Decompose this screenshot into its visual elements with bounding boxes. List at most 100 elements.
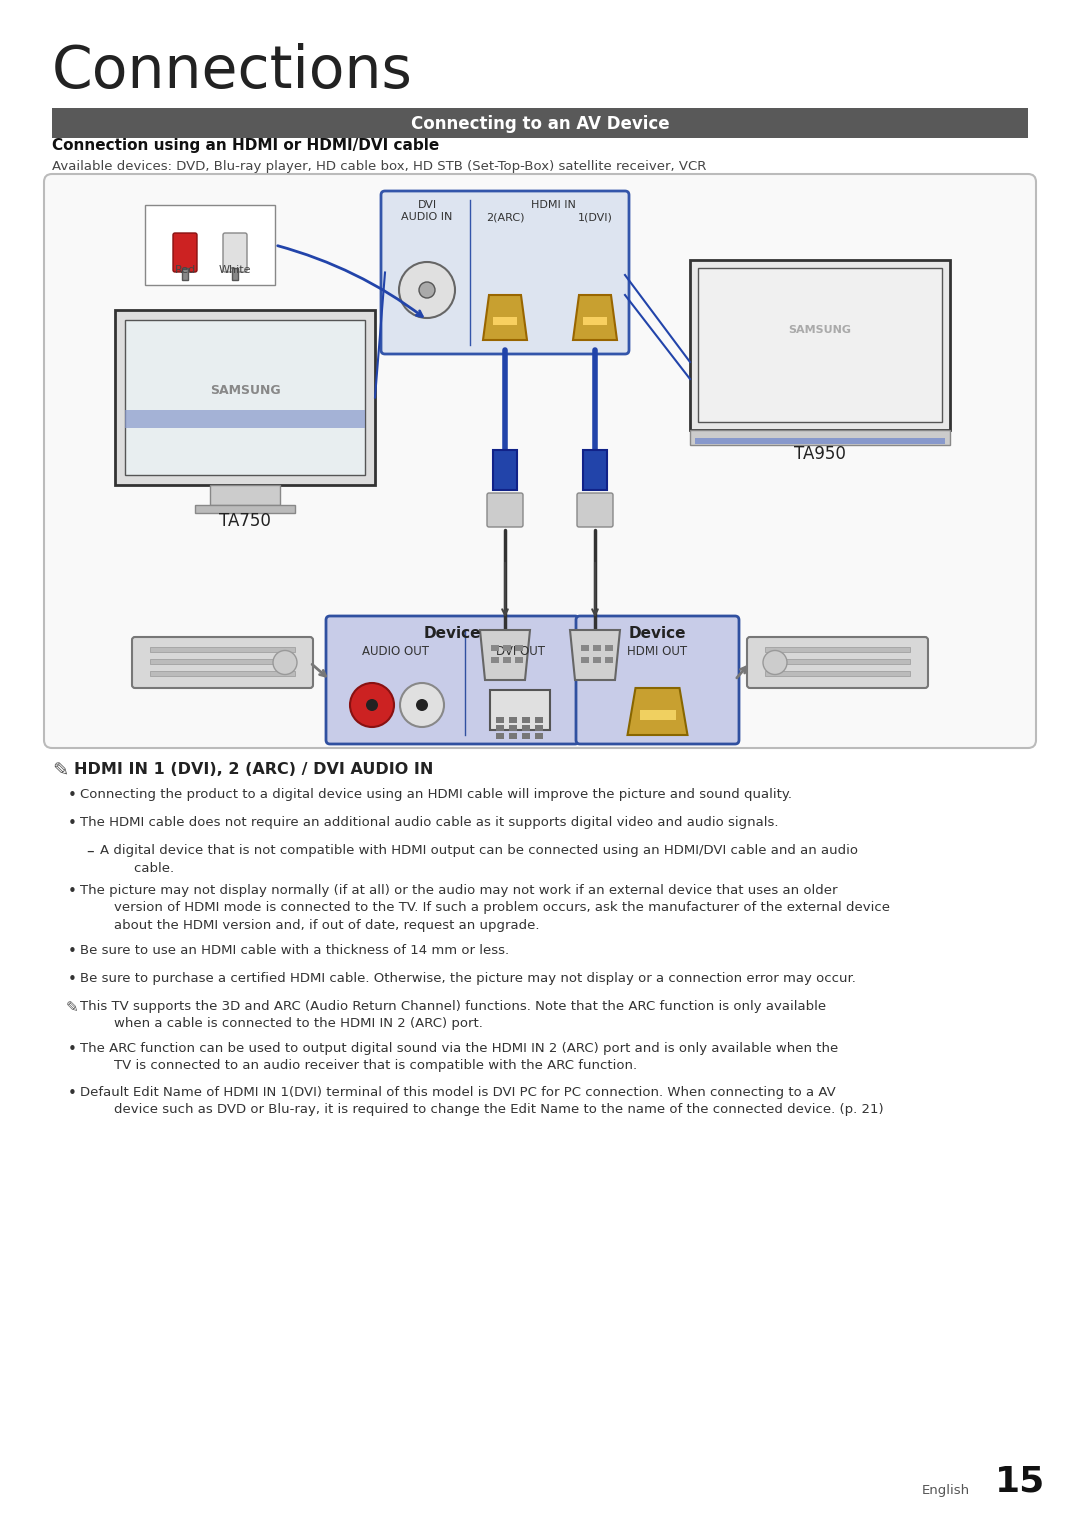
- Text: SAMSUNG: SAMSUNG: [210, 383, 281, 396]
- Text: TA750: TA750: [219, 512, 271, 530]
- Text: SAMSUNG: SAMSUNG: [788, 325, 851, 336]
- Bar: [145, 205, 275, 286]
- FancyBboxPatch shape: [173, 232, 197, 272]
- Text: AUDIO OUT: AUDIO OUT: [362, 646, 429, 658]
- Bar: [535, 734, 543, 740]
- Text: TA950: TA950: [794, 445, 846, 463]
- Text: HDMI IN 1 (DVI), 2 (ARC) / DVI AUDIO IN: HDMI IN 1 (DVI), 2 (ARC) / DVI AUDIO IN: [75, 763, 433, 778]
- FancyBboxPatch shape: [577, 494, 613, 527]
- Text: Device: Device: [423, 626, 482, 641]
- Bar: [515, 658, 523, 662]
- Bar: [114, 310, 375, 485]
- Text: Connections: Connections: [52, 43, 413, 100]
- Bar: [698, 267, 942, 422]
- FancyBboxPatch shape: [747, 636, 928, 688]
- Text: ✎: ✎: [66, 1000, 79, 1015]
- Polygon shape: [570, 630, 620, 681]
- Text: AUDIO IN: AUDIO IN: [402, 213, 453, 222]
- Bar: [492, 317, 517, 325]
- Bar: [509, 725, 517, 731]
- Polygon shape: [573, 295, 617, 340]
- Circle shape: [399, 261, 455, 317]
- Text: Default Edit Name of HDMI IN 1(DVI) terminal of this model is DVI PC for PC conn: Default Edit Name of HDMI IN 1(DVI) term…: [80, 1086, 883, 1116]
- Polygon shape: [483, 295, 527, 340]
- Bar: [690, 430, 950, 445]
- Bar: [522, 725, 530, 731]
- Text: •: •: [68, 943, 77, 958]
- Bar: [496, 734, 504, 740]
- Circle shape: [400, 684, 444, 728]
- Bar: [490, 690, 550, 731]
- FancyBboxPatch shape: [44, 175, 1036, 747]
- Polygon shape: [480, 630, 530, 681]
- Circle shape: [762, 650, 787, 674]
- FancyBboxPatch shape: [487, 494, 523, 527]
- Bar: [496, 717, 504, 723]
- Text: Connecting to an AV Device: Connecting to an AV Device: [410, 115, 670, 134]
- Text: DVI: DVI: [418, 201, 436, 210]
- Bar: [509, 717, 517, 723]
- Text: ✎: ✎: [52, 763, 68, 781]
- Bar: [150, 659, 295, 664]
- Text: The picture may not display normally (if at all) or the audio may not work if an: The picture may not display normally (if…: [80, 884, 890, 933]
- Bar: [605, 646, 613, 652]
- Text: Red: Red: [174, 264, 195, 275]
- Text: HDMI OUT: HDMI OUT: [627, 646, 688, 658]
- Bar: [639, 709, 675, 720]
- Bar: [150, 671, 295, 676]
- Circle shape: [366, 699, 378, 711]
- Text: The HDMI cable does not require an additional audio cable as it supports digital: The HDMI cable does not require an addit…: [80, 816, 779, 829]
- FancyBboxPatch shape: [326, 617, 579, 744]
- Text: English: English: [922, 1484, 970, 1498]
- Bar: [581, 646, 589, 652]
- Bar: [210, 485, 280, 504]
- Text: Device: Device: [629, 626, 686, 641]
- Circle shape: [273, 650, 297, 674]
- FancyBboxPatch shape: [132, 636, 313, 688]
- FancyBboxPatch shape: [381, 191, 629, 354]
- Text: A digital device that is not compatible with HDMI output can be connected using : A digital device that is not compatible …: [100, 845, 858, 875]
- Bar: [522, 734, 530, 740]
- FancyBboxPatch shape: [222, 232, 247, 272]
- Bar: [535, 725, 543, 731]
- Bar: [52, 108, 1028, 138]
- Text: •: •: [68, 1042, 77, 1057]
- Text: Connection using an HDMI or HDMI/DVI cable: Connection using an HDMI or HDMI/DVI cab…: [52, 138, 440, 153]
- Bar: [492, 450, 517, 491]
- Bar: [125, 321, 365, 475]
- Bar: [605, 658, 613, 662]
- Bar: [496, 725, 504, 731]
- Text: 1(DVI): 1(DVI): [578, 213, 612, 223]
- Text: 15: 15: [995, 1464, 1045, 1499]
- Text: •: •: [68, 816, 77, 831]
- Text: Available devices: DVD, Blu-ray player, HD cable box, HD STB (Set-Top-Box) satel: Available devices: DVD, Blu-ray player, …: [52, 159, 706, 173]
- Text: •: •: [68, 1086, 77, 1101]
- Bar: [765, 659, 910, 664]
- Bar: [509, 734, 517, 740]
- Circle shape: [350, 684, 394, 728]
- Bar: [593, 658, 600, 662]
- Bar: [765, 671, 910, 676]
- Circle shape: [416, 699, 428, 711]
- Text: Be sure to use an HDMI cable with a thickness of 14 mm or less.: Be sure to use an HDMI cable with a thic…: [80, 943, 509, 957]
- Text: –: –: [86, 845, 94, 860]
- Bar: [125, 410, 365, 428]
- Text: Connecting the product to a digital device using an HDMI cable will improve the : Connecting the product to a digital devi…: [80, 788, 792, 801]
- Text: •: •: [68, 884, 77, 899]
- Bar: [583, 450, 607, 491]
- Text: HDMI IN: HDMI IN: [530, 201, 576, 210]
- Bar: [232, 267, 238, 279]
- Text: White: White: [219, 264, 252, 275]
- Bar: [150, 647, 295, 652]
- Bar: [491, 658, 499, 662]
- Bar: [183, 267, 188, 279]
- Bar: [503, 658, 511, 662]
- Bar: [503, 646, 511, 652]
- Bar: [522, 717, 530, 723]
- Bar: [535, 717, 543, 723]
- Text: This TV supports the 3D and ARC (Audio Return Channel) functions. Note that the : This TV supports the 3D and ARC (Audio R…: [80, 1000, 826, 1030]
- Bar: [593, 646, 600, 652]
- Text: Be sure to purchase a certified HDMI cable. Otherwise, the picture may not displ: Be sure to purchase a certified HDMI cab…: [80, 972, 855, 984]
- Polygon shape: [627, 688, 688, 735]
- Text: •: •: [68, 788, 77, 804]
